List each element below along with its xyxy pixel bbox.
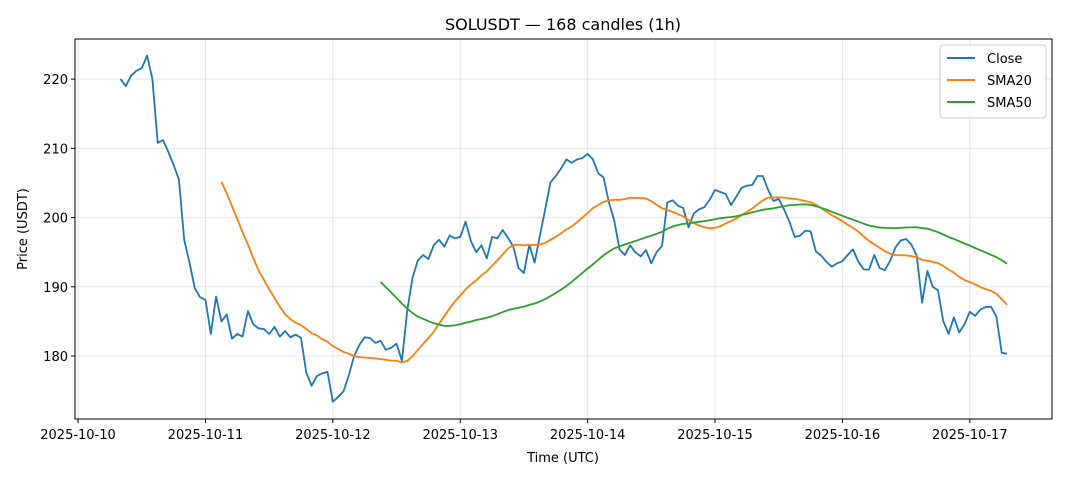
y-tick-label: 210 <box>43 142 68 157</box>
x-tick-label: 2025-10-17 <box>932 428 1008 443</box>
legend-box <box>939 44 1047 119</box>
y-axis-label: Price (USDT) <box>16 188 31 270</box>
legend-label: Close <box>987 52 1022 67</box>
y-tick-label: 190 <box>43 281 68 296</box>
y-tick-label: 220 <box>43 73 68 88</box>
y-axis: 180 190 200 210 220 <box>43 73 75 365</box>
x-tick-label: 2025-10-16 <box>805 428 881 443</box>
x-tick-label: 2025-10-10 <box>40 428 116 443</box>
legend: Close SMA20 SMA50 <box>939 44 1047 119</box>
grid <box>75 39 1052 419</box>
x-axis-label: Time (UTC) <box>526 451 599 466</box>
x-axis: 2025-10-10 2025-10-11 2025-10-12 2025-10-13… <box>40 419 1008 443</box>
y-tick-label: 200 <box>43 212 68 227</box>
series-group <box>119 54 1008 403</box>
plot-frame <box>74 38 1053 420</box>
x-tick-label: 2025-10-11 <box>168 428 244 443</box>
x-tick-label: 2025-10-15 <box>677 428 753 443</box>
chart-title: SOLUSDT — 168 candles (1h) <box>445 15 681 34</box>
x-tick-label: 2025-10-12 <box>295 428 371 443</box>
y-tick-label: 180 <box>43 350 68 365</box>
series-line-close <box>119 54 1008 403</box>
series-line-sma50 <box>379 203 1008 327</box>
x-tick-label: 2025-10-14 <box>550 428 626 443</box>
x-tick-label: 2025-10-13 <box>422 428 498 443</box>
legend-label: SMA50 <box>987 96 1032 111</box>
legend-label: SMA20 <box>987 74 1032 89</box>
series-line-sma20 <box>220 181 1008 364</box>
